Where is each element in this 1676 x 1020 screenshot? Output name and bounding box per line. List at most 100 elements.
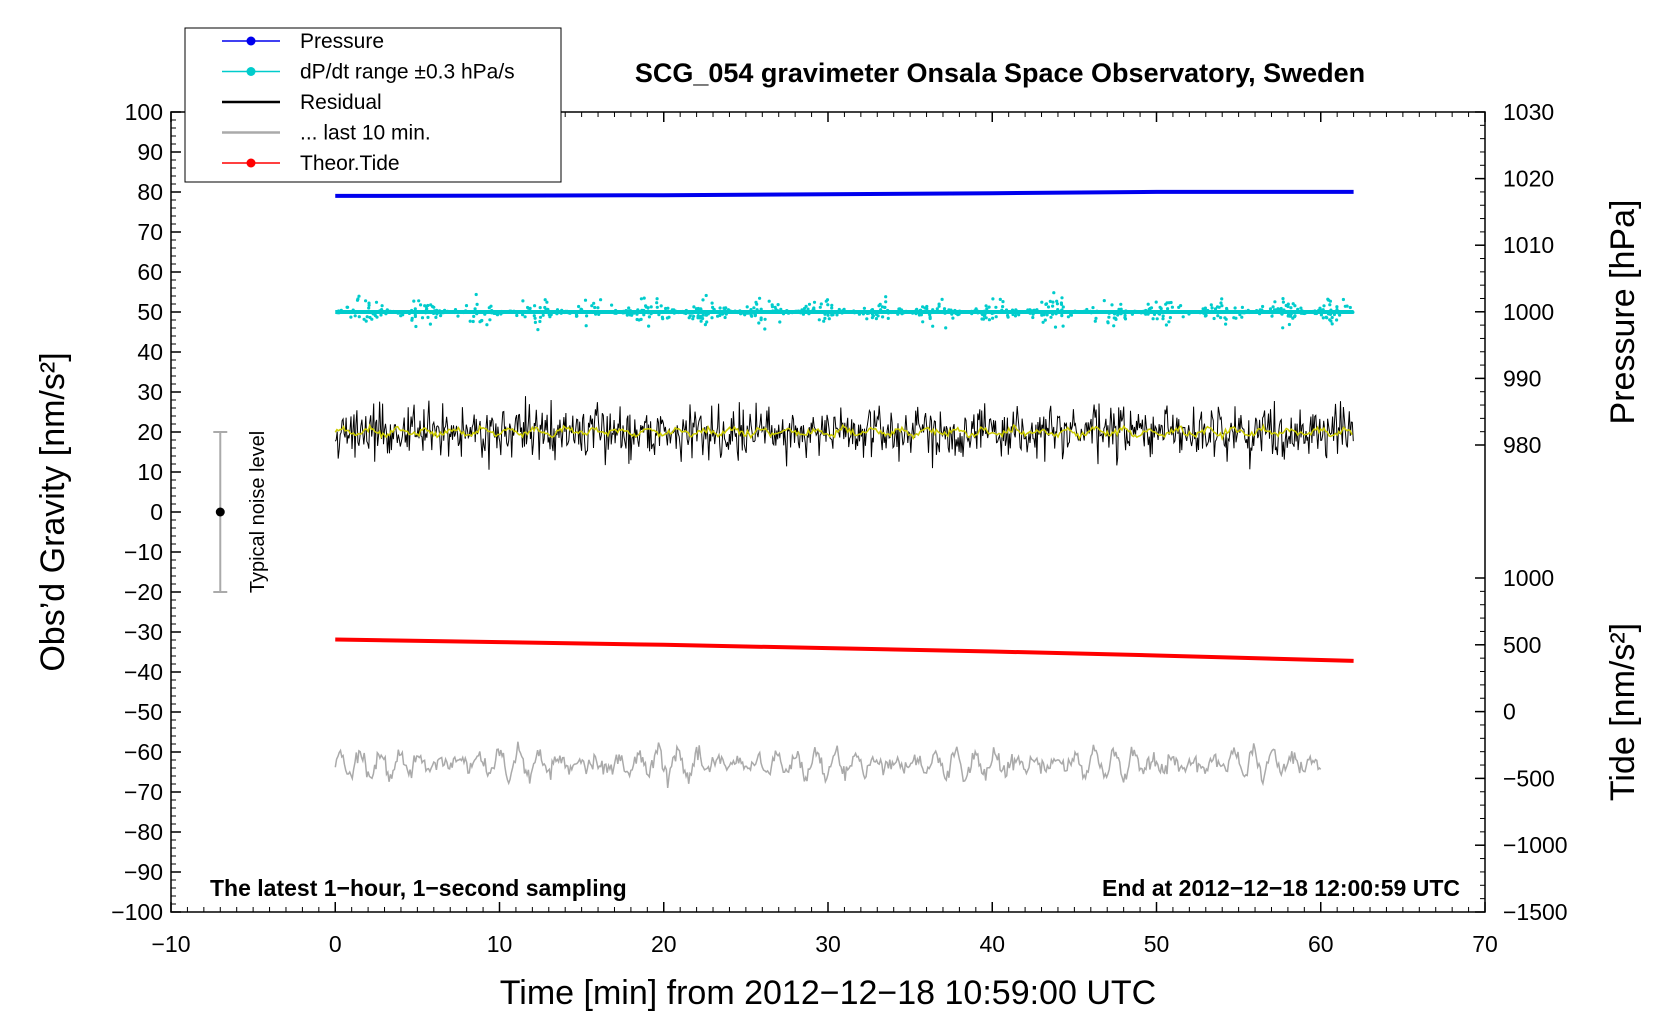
dpdt-point — [412, 310, 416, 314]
dpdt-point — [443, 308, 447, 312]
dpdt-point — [545, 300, 549, 304]
dpdt-point — [870, 312, 875, 316]
dpdt-point — [473, 307, 477, 311]
tide-tick-label: −500 — [1503, 765, 1555, 791]
dpdt-point — [1291, 316, 1295, 320]
dpdt-point — [823, 316, 827, 320]
dpdt-point — [940, 297, 944, 301]
dpdt-point — [420, 316, 425, 320]
dpdt-point — [1280, 312, 1284, 316]
dpdt-point — [1294, 310, 1298, 314]
dpdt-point — [1324, 315, 1328, 319]
dpdt-point — [830, 303, 834, 307]
dpdt-point — [1014, 311, 1018, 315]
dpdt-point — [1240, 305, 1244, 309]
dpdt-point — [1046, 305, 1051, 309]
dpdt-point — [1017, 313, 1021, 317]
annotation-end-time: End at 2012−12−18 12:00:59 UTC — [1102, 875, 1460, 901]
dpdt-point — [422, 310, 426, 314]
dpdt-point — [426, 315, 430, 319]
dpdt-point — [944, 326, 948, 330]
legend-marker — [246, 36, 256, 46]
dpdt-point — [349, 315, 353, 319]
dpdt-point — [699, 319, 703, 323]
dpdt-point — [600, 310, 604, 314]
dpdt-point — [1010, 308, 1015, 312]
dpdt-point — [1317, 308, 1321, 312]
dpdt-point — [826, 313, 830, 317]
dpdt-point — [692, 305, 696, 309]
noise-label: Typical noise level — [247, 431, 269, 593]
dpdt-point — [438, 309, 442, 313]
dpdt-point — [1341, 297, 1345, 302]
x-tick-label: 10 — [487, 931, 513, 957]
dpdt-point — [1049, 315, 1053, 319]
dpdt-point — [962, 310, 966, 314]
dpdt-point — [1289, 306, 1293, 310]
dpdt-point — [1281, 297, 1285, 301]
dpdt-point — [1305, 310, 1309, 314]
dpdt-point — [745, 305, 749, 309]
dpdt-point — [830, 306, 834, 310]
dpdt-point — [1220, 304, 1224, 308]
legend-label: ... last 10 min. — [300, 122, 431, 145]
y-tick-label: 30 — [137, 379, 163, 405]
dpdt-point — [1289, 314, 1293, 318]
dpdt-point — [991, 316, 995, 320]
dpdt-point — [364, 319, 368, 323]
dpdt-point — [807, 302, 812, 306]
x-tick-label: 50 — [1144, 931, 1170, 957]
annotation-sampling: The latest 1−hour, 1−second sampling — [210, 875, 627, 901]
dpdt-point — [749, 308, 753, 312]
dpdt-point — [758, 296, 762, 300]
dpdt-point — [387, 310, 391, 314]
dpdt-point — [439, 314, 443, 318]
y-tick-label: 20 — [137, 419, 163, 445]
pressure-tick-label: 1030 — [1503, 99, 1554, 125]
dpdt-point — [1219, 316, 1223, 320]
dpdt-point — [402, 310, 406, 314]
dpdt-point — [754, 300, 758, 304]
dpdt-point — [536, 328, 540, 332]
dpdt-point — [1224, 322, 1228, 326]
dpdt-point — [770, 309, 774, 314]
dpdt-point — [696, 314, 700, 318]
dpdt-point — [991, 297, 995, 301]
legend-marker — [246, 158, 256, 168]
dpdt-point — [748, 310, 752, 314]
dpdt-point — [660, 315, 665, 319]
dpdt-point — [1059, 301, 1063, 305]
dpdt-point — [1238, 313, 1242, 317]
dpdt-point — [1093, 319, 1097, 323]
dpdt-point — [1157, 311, 1161, 315]
dpdt-point — [1181, 315, 1185, 319]
dpdt-point — [413, 314, 417, 319]
dpdt-point — [878, 302, 882, 306]
dpdt-point — [1322, 304, 1326, 308]
dpdt-point — [532, 314, 536, 318]
dpdt-point — [515, 313, 519, 318]
dpdt-point — [521, 299, 525, 303]
dpdt-point — [686, 311, 691, 315]
dpdt-point — [1351, 310, 1355, 314]
dpdt-point — [413, 307, 417, 311]
dpdt-point — [1117, 310, 1121, 314]
dpdt-point — [560, 308, 564, 312]
dpdt-point — [980, 311, 984, 316]
dpdt-point — [1247, 310, 1251, 315]
dpdt-point — [767, 299, 771, 303]
pressure-tick-label: 990 — [1503, 365, 1541, 391]
dpdt-point — [884, 295, 888, 299]
dpdt-point — [1155, 317, 1159, 321]
dpdt-point — [480, 318, 484, 323]
dpdt-point — [1146, 302, 1150, 306]
dpdt-point — [684, 308, 688, 313]
dpdt-point — [940, 310, 944, 314]
dpdt-point — [464, 309, 468, 313]
dpdt-point — [1166, 307, 1170, 311]
dpdt-point — [346, 305, 350, 309]
dpdt-point — [1107, 315, 1111, 319]
dpdt-point — [548, 315, 552, 319]
dpdt-point — [1216, 314, 1220, 318]
